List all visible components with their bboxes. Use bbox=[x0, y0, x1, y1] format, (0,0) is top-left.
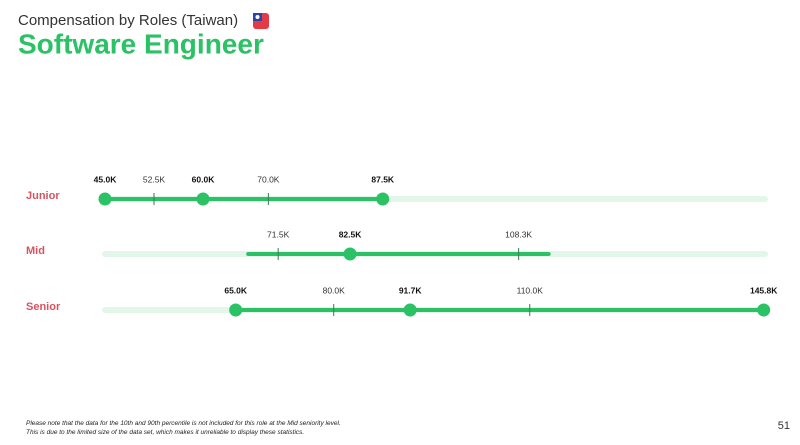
value-label: 65.0K bbox=[224, 285, 248, 295]
value-label: 71.5K bbox=[267, 229, 290, 239]
value-label: 70.0K bbox=[257, 174, 280, 184]
row-label: Mid bbox=[26, 245, 45, 257]
row-label: Senior bbox=[26, 301, 61, 313]
percentile-dot bbox=[757, 303, 771, 317]
percentile-dot bbox=[229, 303, 243, 317]
value-label: 87.5K bbox=[371, 174, 395, 184]
subtitle: Compensation by Roles (Taiwan) bbox=[18, 12, 238, 29]
footnote: Please note that the data for the 10th a… bbox=[26, 420, 341, 427]
value-label: 110.0K bbox=[517, 285, 544, 295]
value-label: 145.8K bbox=[750, 285, 778, 295]
value-label: 91.7K bbox=[399, 285, 423, 295]
flag-icon bbox=[253, 13, 269, 29]
value-label: 108.3K bbox=[505, 229, 532, 239]
value-label: 80.0K bbox=[323, 285, 346, 295]
percentile-dot bbox=[196, 192, 210, 206]
percentile-dot bbox=[403, 303, 417, 317]
value-label: 82.5K bbox=[339, 229, 363, 239]
footnote: This is due to the limited size of the d… bbox=[26, 429, 304, 436]
chart-title: Software Engineer bbox=[18, 28, 264, 59]
row-label: Junior bbox=[26, 190, 60, 202]
value-label: 52.5K bbox=[143, 174, 166, 184]
value-label: 45.0K bbox=[94, 174, 118, 184]
page-number: 51 bbox=[778, 420, 790, 432]
value-label: 60.0K bbox=[192, 174, 216, 184]
percentile-dot bbox=[343, 247, 357, 261]
percentile-dot bbox=[98, 192, 112, 206]
percentile-dot bbox=[376, 192, 390, 206]
